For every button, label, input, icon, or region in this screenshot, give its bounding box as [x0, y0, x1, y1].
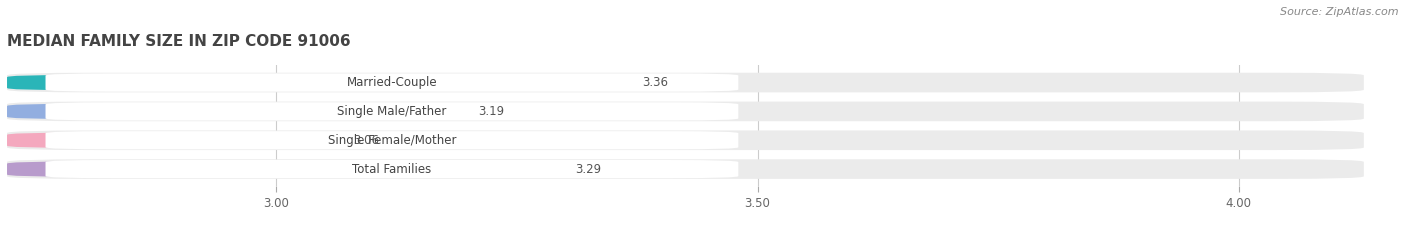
- Text: 3.29: 3.29: [575, 163, 600, 176]
- Text: 3.06: 3.06: [353, 134, 380, 147]
- FancyBboxPatch shape: [7, 133, 335, 148]
- Text: Single Male/Father: Single Male/Father: [337, 105, 447, 118]
- Text: MEDIAN FAMILY SIZE IN ZIP CODE 91006: MEDIAN FAMILY SIZE IN ZIP CODE 91006: [7, 34, 350, 49]
- FancyBboxPatch shape: [7, 159, 1364, 179]
- Text: 3.36: 3.36: [643, 76, 668, 89]
- FancyBboxPatch shape: [7, 104, 460, 119]
- FancyBboxPatch shape: [7, 75, 623, 90]
- FancyBboxPatch shape: [7, 130, 1364, 150]
- Text: Total Families: Total Families: [353, 163, 432, 176]
- FancyBboxPatch shape: [45, 160, 738, 178]
- FancyBboxPatch shape: [45, 131, 738, 149]
- Text: 3.19: 3.19: [478, 105, 505, 118]
- FancyBboxPatch shape: [45, 73, 738, 92]
- FancyBboxPatch shape: [7, 73, 1364, 92]
- FancyBboxPatch shape: [45, 102, 738, 120]
- Text: Single Female/Mother: Single Female/Mother: [328, 134, 456, 147]
- FancyBboxPatch shape: [7, 102, 1364, 121]
- Text: Source: ZipAtlas.com: Source: ZipAtlas.com: [1281, 7, 1399, 17]
- FancyBboxPatch shape: [7, 162, 555, 177]
- Text: Married-Couple: Married-Couple: [347, 76, 437, 89]
